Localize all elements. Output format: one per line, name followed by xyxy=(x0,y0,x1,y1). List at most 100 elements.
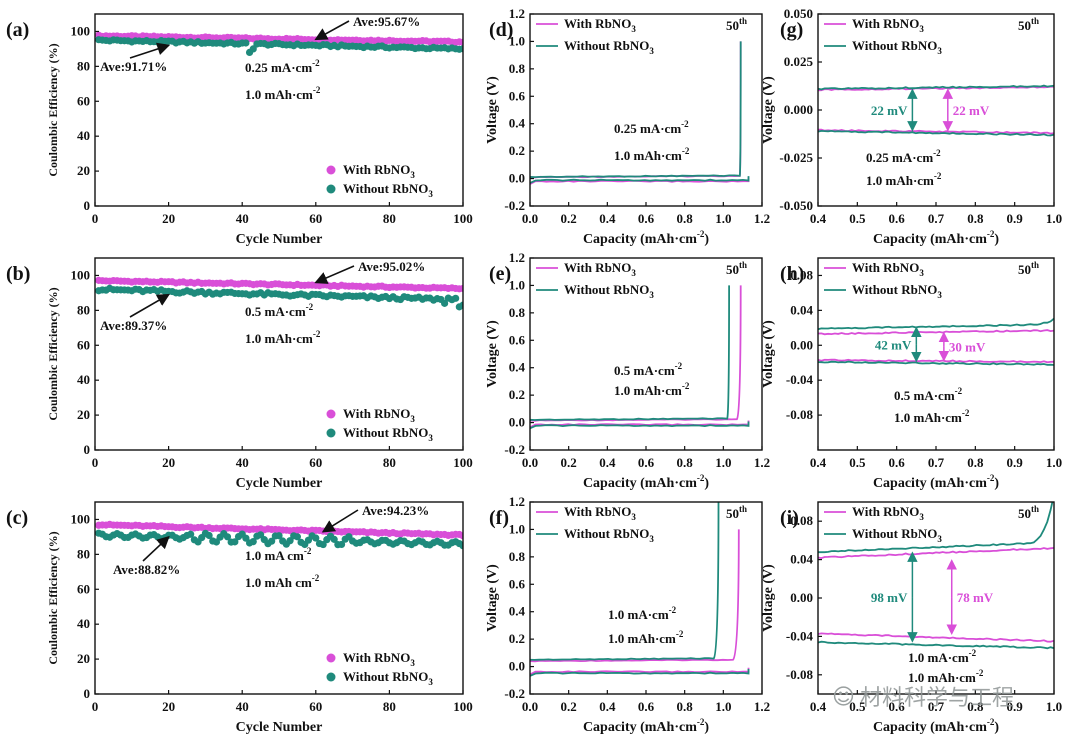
x-tick-label: 80 xyxy=(383,699,396,714)
panel-f: (f)0.0 0.2 0.4 0.6 0.8 1.0 1.2-0.20.00.20.40.6… xyxy=(485,494,770,735)
x-tick-label: 40 xyxy=(236,211,249,226)
y-tick-label: 1.0 xyxy=(509,33,525,48)
y-axis-label: Coulombic Efficiency (%) xyxy=(46,43,60,176)
annotation-text: Ave:95.67% xyxy=(353,14,420,29)
x-tick-label: 1.0 xyxy=(715,699,731,714)
panel-label: (f) xyxy=(489,507,509,529)
panel-e: (e)0.0 0.2 0.4 0.6 0.8 1.0 1.2-0.20.00.20.40.6… xyxy=(485,250,770,491)
series-with xyxy=(818,547,1054,643)
x-tick-label: 0.6 xyxy=(638,699,655,714)
data-point xyxy=(441,299,449,307)
annotation-text: 0.5 mA·cm-2 xyxy=(614,361,683,378)
series-without xyxy=(95,284,463,311)
y-tick-label: -0.025 xyxy=(779,150,813,165)
panel-label: (i) xyxy=(780,507,799,529)
y-axis: -0.08 -0.04 0.00 0.04 0.08 xyxy=(786,267,822,422)
y-tick-label: 0.0 xyxy=(509,415,525,430)
legend-label: Without RbNO3 xyxy=(343,425,433,443)
y-tick-label: 20 xyxy=(77,407,90,422)
x-tick-label: 0.4 xyxy=(599,699,616,714)
x-tick-label: 0.6 xyxy=(889,455,906,470)
x-tick-label: 40 xyxy=(236,699,249,714)
data-point xyxy=(268,537,276,545)
data-point xyxy=(223,533,232,541)
panel-label: (b) xyxy=(6,263,30,285)
y-tick-label: 0.050 xyxy=(784,6,813,21)
y-tick-label: 0.0 xyxy=(509,171,525,186)
legend-label: With RbNO3 xyxy=(852,504,924,522)
y-tick-label: -0.2 xyxy=(504,198,525,213)
cycle-label: 50th xyxy=(726,260,747,277)
x-axis: 0.0 0.2 0.4 0.6 0.8 1.0 1.2 xyxy=(522,202,770,226)
cycle-label: 50th xyxy=(1018,16,1039,33)
y-axis: -0.2 0.0 0.2 0.4 0.6 0.8 1.0 1.2 xyxy=(504,250,534,457)
legend-label: With RbNO3 xyxy=(343,162,415,180)
x-tick-label: 1.0 xyxy=(1046,699,1062,714)
annotation-text: 0.25 mA·cm-2 xyxy=(245,58,320,75)
x-tick-label: 1.0 xyxy=(1046,211,1062,226)
y-axis: -0.2 0.0 0.2 0.4 0.6 0.8 1.0 1.2 xyxy=(504,494,534,701)
series-with xyxy=(95,276,463,293)
x-axis: 0 20 40 60 80 100 xyxy=(92,202,473,226)
series-without xyxy=(95,36,463,57)
data-point xyxy=(187,530,195,538)
x-tick-label: 60 xyxy=(309,455,322,470)
data-point xyxy=(459,532,463,540)
series-with xyxy=(95,520,463,540)
y-tick-label: 0.8 xyxy=(509,305,526,320)
annotation-arrow xyxy=(314,265,355,284)
x-axis-label: Capacity (mAh·cm-2) xyxy=(583,229,709,247)
annotations: 1.0 mA·cm-2 1.0 mAh·cm-2 xyxy=(608,605,684,646)
y-axis-label: Voltage (V) xyxy=(761,76,776,144)
annotation-arrow xyxy=(314,20,350,41)
annotation-text: 1.0 mA·cm-2 xyxy=(908,648,977,665)
data-point xyxy=(293,533,301,541)
legend-label: With RbNO3 xyxy=(564,16,636,34)
x-tick-label: 0.6 xyxy=(638,211,655,226)
x-tick-label: 40 xyxy=(236,455,249,470)
discharge-curve xyxy=(530,667,750,676)
panel-label: (c) xyxy=(6,507,28,529)
y-axis-label: Coulombic Efficiency (%) xyxy=(46,531,60,664)
annotations: 0.25 mA·cm-2 1.0 mAh·cm-2 xyxy=(614,119,690,163)
legend-label: Without RbNO3 xyxy=(852,526,942,544)
cycle-label: 50th xyxy=(726,504,747,521)
x-tick-label: 0.8 xyxy=(967,211,984,226)
annotation-text: 1.0 mAh cm-2 xyxy=(245,573,320,590)
y-tick-label: 0.2 xyxy=(509,387,525,402)
x-axis: 0.0 0.2 0.4 0.6 0.8 1.0 1.2 xyxy=(522,690,770,714)
annotation-text: 1.0 mAh·cm-2 xyxy=(614,381,690,398)
legend-label: Without RbNO3 xyxy=(564,38,654,56)
legend-label: With RbNO3 xyxy=(564,260,636,278)
y-tick-label: 0.08 xyxy=(790,267,813,282)
y-axis: 0 20 40 60 80 100 xyxy=(71,23,99,213)
y-tick-label: 0.2 xyxy=(509,631,525,646)
x-tick-label: 60 xyxy=(309,699,322,714)
x-axis-label: Capacity (mAh·cm-2) xyxy=(583,473,709,491)
x-tick-label: 0.4 xyxy=(599,211,616,226)
annotation-text: 0.5 mA·cm-2 xyxy=(245,302,314,319)
data-point xyxy=(459,45,463,53)
y-tick-label: -0.08 xyxy=(786,407,814,422)
panel-label: (h) xyxy=(780,263,804,285)
x-tick-label: 100 xyxy=(453,699,473,714)
charge-curve xyxy=(530,285,730,421)
x-axis: 0 20 40 60 80 100 xyxy=(92,446,473,470)
annotation-text: 0.5 mA·cm-2 xyxy=(894,386,963,403)
y-axis: -0.2 0.0 0.2 0.4 0.6 0.8 1.0 1.2 xyxy=(504,6,534,213)
x-axis: 0 20 40 60 80 100 xyxy=(92,690,473,714)
plot-area xyxy=(95,276,463,311)
annotations: 0.5 mA·cm-2 1.0 mAh·cm-2 xyxy=(894,386,970,425)
charge-curve xyxy=(818,85,1054,92)
legend-label: Without RbNO3 xyxy=(343,669,433,687)
legend-marker xyxy=(326,165,336,175)
panel-i: (i) 0.4 0.5 0.6 0.7 0.8 0.9 1.0 -0.08 -0.04 0.00 0.… xyxy=(761,501,1062,735)
y-tick-label: 0.025 xyxy=(784,54,814,69)
series-without xyxy=(818,502,1054,650)
series-with xyxy=(530,285,750,429)
y-tick-label: 0 xyxy=(84,442,91,457)
legend-label: Without RbNO3 xyxy=(852,38,942,56)
